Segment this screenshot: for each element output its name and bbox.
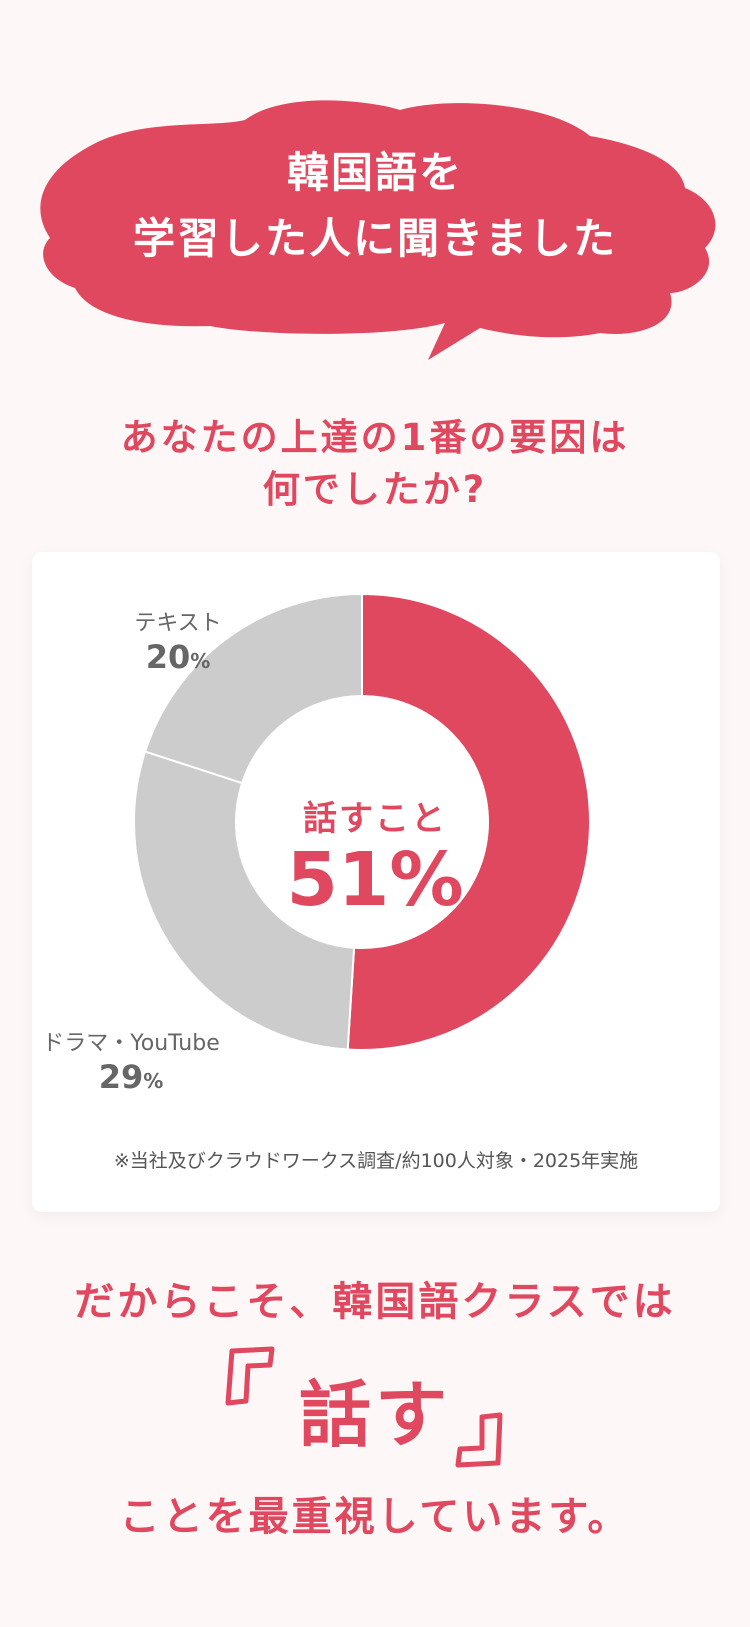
slice-label-text: テキスト: [134, 611, 222, 636]
bubble-text: 韓国語を 学習した人に聞きました: [30, 140, 720, 272]
survey-question: あなたの上達の1番の要因は 何でしたか?: [0, 412, 750, 516]
question-line1: あなたの上達の1番の要因は: [120, 416, 630, 459]
header-line1: 韓国語を: [286, 148, 463, 197]
question-line2: 何でしたか?: [262, 468, 488, 511]
header-line2: 学習した人に聞きました: [132, 214, 617, 263]
slice-value-text: 20%: [145, 638, 211, 676]
donut-center-label: 話すこと 51%: [255, 798, 495, 920]
speech-bubble-shape: [40, 100, 716, 360]
donut-chart: [133, 592, 591, 1051]
chart-card: [32, 552, 720, 1212]
slice-value-speaking: 51%: [286, 837, 464, 923]
speech-bubble: 韓国語を 学習した人に聞きました: [30, 88, 720, 388]
slice-label-drama: ドラマ・YouTube: [42, 1031, 220, 1056]
slice-value-drama: 29%: [98, 1058, 164, 1096]
slice-drama-youtube: [133, 750, 356, 1051]
closing-text: ことを最重視しています。: [119, 1494, 631, 1540]
slice-speaking: [346, 592, 591, 1051]
open-bracket-icon: [225, 1346, 275, 1406]
quote-brackets: [225, 1346, 503, 1468]
emphasis-word: 話す: [298, 1373, 451, 1457]
callout-text: テキスト 20%: [118, 610, 238, 680]
close-bracket-icon: [455, 1412, 503, 1468]
slice-label-speaking: 話すこと: [303, 799, 447, 839]
tagline: だからこそ、韓国語クラスでは: [74, 1279, 676, 1325]
callout-drama: ドラマ・YouTube 29%: [36, 1030, 226, 1100]
slice-text: [143, 592, 363, 785]
survey-note: ※当社及びクラウドワークス調査/約100人対象・2025年実施: [113, 1150, 639, 1172]
